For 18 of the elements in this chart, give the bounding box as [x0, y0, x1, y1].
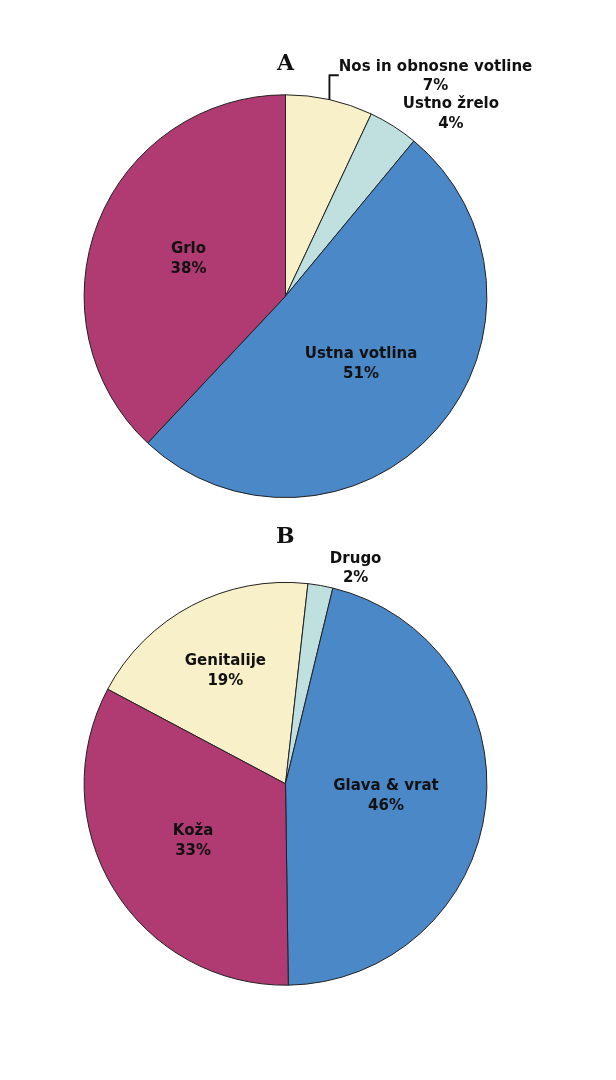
data-label: 2%: [342, 568, 369, 587]
chart-title: A: [276, 49, 295, 75]
chart-title: B: [276, 522, 295, 548]
data-label: 7%: [422, 76, 449, 95]
slice-label: Nos in obnosne votline: [338, 56, 533, 75]
data-label: 46%: [368, 795, 404, 814]
slice-label: Ustno žrelo: [402, 94, 500, 113]
data-label: 19%: [207, 670, 244, 689]
slice-label: Koža: [172, 821, 214, 840]
data-label: 51%: [343, 363, 379, 382]
slice-label: Glava & vrat: [333, 776, 439, 795]
data-label: 33%: [175, 840, 212, 859]
slice-label: Ustna votlina: [304, 344, 418, 363]
data-label: 4%: [438, 113, 464, 132]
data-label: 38%: [170, 258, 207, 277]
slice-label: Grlo: [170, 239, 207, 258]
slice-label: Drugo: [329, 548, 382, 567]
slice-label: Genitalije: [184, 651, 266, 669]
